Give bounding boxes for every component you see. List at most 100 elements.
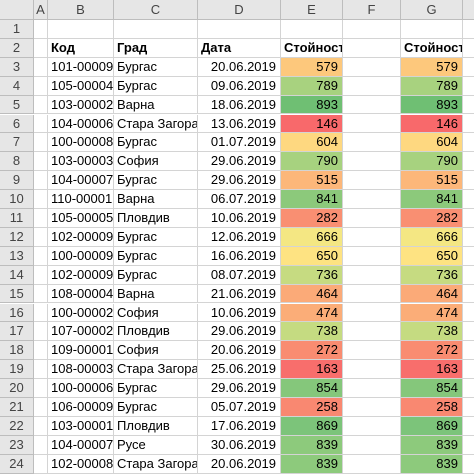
cell-value[interactable]: 604: [281, 133, 343, 153]
cell-value-copy[interactable]: 854: [401, 379, 463, 398]
header-date[interactable]: Дата: [198, 38, 281, 58]
cell-value-copy[interactable]: 282: [401, 209, 463, 228]
cell-a[interactable]: [34, 171, 48, 191]
cell-f[interactable]: [343, 303, 401, 323]
cell-value-copy[interactable]: 464: [401, 284, 463, 304]
cell-date[interactable]: 16.06.2019: [198, 246, 281, 266]
cell-h-partial[interactable]: [463, 115, 474, 134]
cell-d[interactable]: [198, 20, 281, 39]
cell-city[interactable]: Стара Загора: [114, 360, 198, 380]
cell-h-partial[interactable]: [463, 133, 474, 153]
cell-h-partial[interactable]: [463, 360, 474, 380]
cell-date[interactable]: 29.06.2019: [198, 152, 281, 172]
column-header-a[interactable]: A: [34, 0, 48, 20]
cell-value[interactable]: 738: [281, 322, 343, 342]
cell-date[interactable]: 29.06.2019: [198, 379, 281, 398]
cell-value-copy[interactable]: 604: [401, 133, 463, 153]
cell-a[interactable]: [34, 435, 48, 455]
cell-e[interactable]: [281, 20, 343, 39]
cell-code[interactable]: 100-00008: [48, 133, 114, 153]
cell-h-partial[interactable]: [463, 20, 474, 39]
cell-h-partial[interactable]: [463, 266, 474, 285]
cell-h-partial[interactable]: [463, 304, 474, 323]
column-header-g[interactable]: G: [401, 0, 463, 20]
cell-date[interactable]: 20.06.2019: [198, 57, 281, 77]
cell-value[interactable]: 839: [281, 435, 343, 455]
cell-f[interactable]: [343, 57, 401, 77]
cell-a[interactable]: [34, 133, 48, 153]
cell-h-partial[interactable]: [463, 398, 474, 417]
cell-value[interactable]: 736: [281, 265, 343, 285]
cell-code[interactable]: 103-00002: [48, 95, 114, 115]
cell-city[interactable]: Бургас: [114, 246, 198, 266]
cell-city[interactable]: Бургас: [114, 265, 198, 285]
cell-code[interactable]: 110-00001: [48, 190, 114, 209]
cell-code[interactable]: 100-00006: [48, 379, 114, 398]
header-value-copy[interactable]: Стойност: [401, 38, 463, 58]
row-header[interactable]: 1: [0, 20, 34, 39]
cell-date[interactable]: 13.06.2019: [198, 114, 281, 134]
cell-city[interactable]: София: [114, 303, 198, 323]
row-header[interactable]: 16: [0, 303, 34, 323]
cell-f[interactable]: [343, 114, 401, 134]
header-city[interactable]: Град: [114, 38, 198, 58]
cell-value-copy[interactable]: 163: [401, 360, 463, 380]
cell-value-copy[interactable]: 736: [401, 265, 463, 285]
cell-a[interactable]: [34, 303, 48, 323]
cell-b[interactable]: [48, 20, 114, 39]
cell-date[interactable]: 30.06.2019: [198, 435, 281, 455]
cell-h-partial[interactable]: [463, 455, 474, 474]
cell-a[interactable]: [34, 95, 48, 115]
cell-city[interactable]: Пловдив: [114, 209, 198, 228]
cell-f[interactable]: [343, 133, 401, 153]
cell-date[interactable]: 10.06.2019: [198, 209, 281, 228]
cell-a[interactable]: [34, 379, 48, 398]
cell-f[interactable]: [343, 209, 401, 228]
cell-value-copy[interactable]: 258: [401, 398, 463, 417]
cell-f[interactable]: [343, 227, 401, 247]
cell-value-copy[interactable]: 515: [401, 171, 463, 191]
cell-city[interactable]: Варна: [114, 190, 198, 209]
cell-value[interactable]: 841: [281, 190, 343, 209]
header-code[interactable]: Код: [48, 38, 114, 58]
cell-h-partial[interactable]: [463, 379, 474, 398]
cell-f[interactable]: [343, 171, 401, 191]
cell-a[interactable]: [34, 57, 48, 77]
cell-code[interactable]: 105-00004: [48, 76, 114, 96]
select-all-corner[interactable]: [0, 0, 34, 20]
cell-value-copy[interactable]: 474: [401, 303, 463, 323]
cell-city[interactable]: Бургас: [114, 57, 198, 77]
cell-code[interactable]: 109-00001: [48, 341, 114, 361]
cell-code[interactable]: 104-00006: [48, 114, 114, 134]
cell-date[interactable]: 17.06.2019: [198, 416, 281, 436]
cell-value[interactable]: 579: [281, 57, 343, 77]
cell-date[interactable]: 20.06.2019: [198, 341, 281, 361]
cell-value-copy[interactable]: 579: [401, 57, 463, 77]
cell-city[interactable]: Варна: [114, 284, 198, 304]
row-header[interactable]: 9: [0, 171, 34, 191]
cell-a[interactable]: [34, 341, 48, 361]
cell-a[interactable]: [34, 360, 48, 380]
cell-h-partial[interactable]: [463, 96, 474, 115]
row-header[interactable]: 7: [0, 133, 34, 153]
cell-value-copy[interactable]: 738: [401, 322, 463, 342]
cell-a[interactable]: [34, 322, 48, 342]
cell-a[interactable]: [34, 454, 48, 474]
cell-value[interactable]: 282: [281, 209, 343, 228]
cell-f[interactable]: [343, 398, 401, 417]
column-header-h-partial[interactable]: [463, 0, 474, 20]
cell-value-copy[interactable]: 146: [401, 114, 463, 134]
cell-date[interactable]: 18.06.2019: [198, 95, 281, 115]
cell-value[interactable]: 272: [281, 341, 343, 361]
cell-code[interactable]: 101-00009: [48, 57, 114, 77]
cell-a[interactable]: [34, 152, 48, 172]
cell-h-partial[interactable]: [463, 190, 474, 209]
cell-value[interactable]: 474: [281, 303, 343, 323]
column-header-b[interactable]: B: [48, 0, 114, 20]
cell-city[interactable]: Варна: [114, 95, 198, 115]
cell-h-partial[interactable]: [463, 322, 474, 342]
cell-code[interactable]: 104-00007: [48, 435, 114, 455]
cell-a[interactable]: [34, 227, 48, 247]
row-header[interactable]: 14: [0, 265, 34, 285]
cell-value[interactable]: 163: [281, 360, 343, 380]
